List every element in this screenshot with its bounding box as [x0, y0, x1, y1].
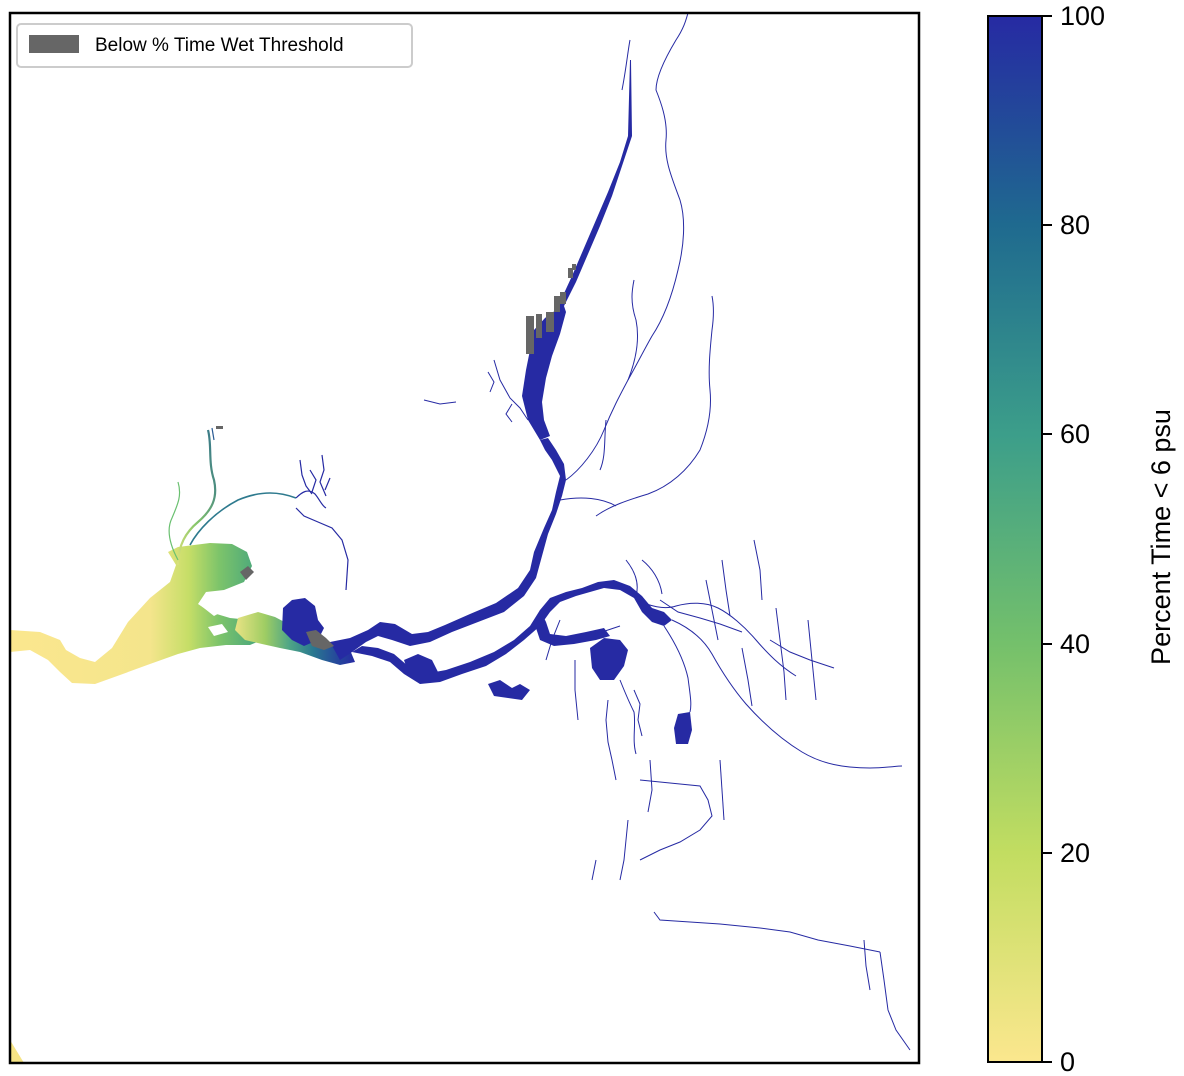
north-sloughs	[423, 39, 631, 423]
colorbar-gradient	[988, 16, 1042, 1062]
colorbar-tick-20: 20	[1060, 838, 1090, 868]
colorbar-tick-100: 100	[1060, 1, 1105, 31]
colorbar-tick-80: 80	[1060, 210, 1090, 240]
colorbar: 100 80 60 40 20 0 Percent Time < 6 psu	[987, 1, 1176, 1076]
delta-channels	[545, 13, 911, 1051]
legend-swatch	[29, 35, 79, 53]
colorbar-ticks	[1042, 15, 1052, 1063]
suisun-sloughs	[295, 454, 349, 591]
legend: Below % Time Wet Threshold	[16, 23, 413, 68]
legend-label: Below % Time Wet Threshold	[95, 35, 344, 56]
bay-corner	[10, 1040, 24, 1063]
map-area	[10, 13, 911, 1063]
san-pablo-bay	[10, 543, 355, 684]
colorbar-label: Percent Time < 6 psu	[1146, 409, 1176, 665]
colorbar-tick-0: 0	[1060, 1047, 1075, 1076]
below-threshold-patches	[240, 264, 576, 650]
colorbar-tick-60: 60	[1060, 419, 1090, 449]
lower-river	[330, 60, 692, 744]
colorbar-tick-40: 40	[1060, 629, 1090, 659]
napa-river	[168, 426, 297, 566]
map-frame	[8, 11, 921, 1065]
